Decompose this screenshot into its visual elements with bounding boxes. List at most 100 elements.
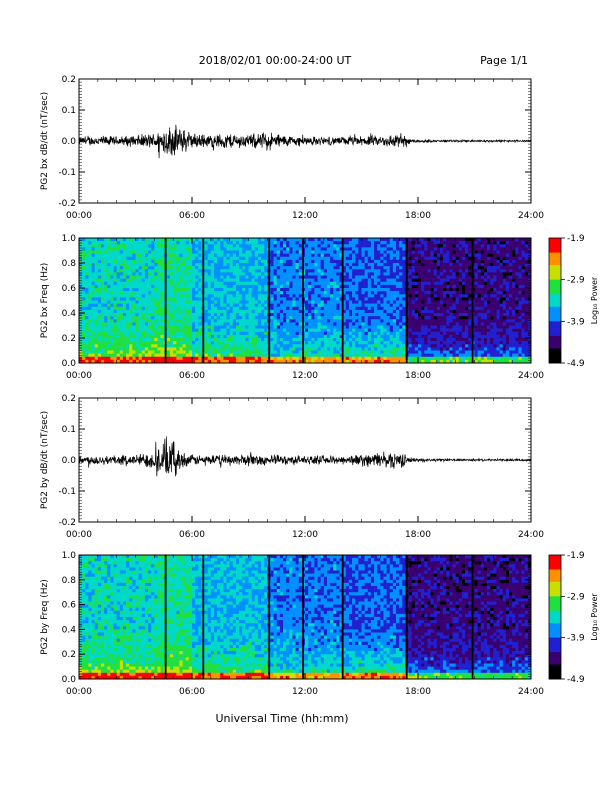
- bx-spectrogram-cell: [192, 263, 196, 267]
- bx-spectrogram-cell: [126, 266, 130, 270]
- bx-spectrogram-cell: [279, 344, 284, 348]
- bx-spectrogram-cell: [135, 319, 139, 323]
- bx-spectrogram-cell: [308, 347, 312, 351]
- bx-spectrogram-cell: [336, 259, 340, 264]
- bx-spectrogram-cell: [185, 325, 190, 329]
- bx-spectrogram-cell: [220, 309, 224, 314]
- bx-spectrogram-cell: [245, 284, 249, 289]
- bx-spectrogram-cell: [326, 303, 331, 308]
- bx-spectrogram-cell: [342, 281, 347, 286]
- bx-spectrogram-cell: [289, 303, 293, 308]
- bx-spectrogram-cell: [411, 359, 416, 364]
- bx-spectrogram-cell: [452, 294, 456, 298]
- bx-spectrogram-cell: [226, 359, 230, 364]
- bx-spectrogram-cell: [374, 309, 378, 314]
- bx-spectrogram-cell: [135, 353, 139, 358]
- bx-spectrogram-cell: [418, 303, 422, 308]
- bx-spectrogram-cell: [355, 359, 359, 364]
- bx-spectrogram-cell: [79, 322, 83, 326]
- bx-spectrogram-cell: [104, 272, 108, 276]
- bx-spectrogram-cell: [399, 341, 403, 345]
- bx-spectrogram-cell: [254, 269, 259, 273]
- bx-spectrogram-cell: [430, 275, 434, 279]
- bx-spectrogram-cell: [242, 325, 246, 329]
- bx-spectrogram-cell: [336, 278, 340, 283]
- bx-spectrogram-cell: [320, 291, 325, 295]
- bx-spectrogram-cell: [392, 309, 397, 314]
- bx-spectrogram-cell: [358, 316, 362, 320]
- bx-spectrogram-cell: [364, 238, 369, 242]
- bx-spectrogram-cell: [122, 297, 127, 301]
- bx-spectrogram-cell: [100, 341, 105, 345]
- bx-spectrogram-cell: [242, 253, 246, 258]
- bx-spectrogram-cell: [135, 288, 139, 292]
- bx-spectrogram-cell: [402, 278, 406, 283]
- bx-spectrogram-cell: [295, 272, 300, 276]
- bx-spectrogram-cell: [126, 250, 130, 254]
- bx-spectrogram-cell: [170, 341, 174, 345]
- bx-spectrogram-cell: [273, 241, 278, 245]
- bx-spectrogram-cell: [264, 278, 268, 283]
- bx-spectrogram-cell: [110, 259, 114, 264]
- bx-spectrogram-cell: [173, 259, 177, 264]
- bx-spectrogram-cell: [443, 319, 447, 323]
- bx-spectrogram-cell: [339, 275, 343, 279]
- bx-spectrogram-cell: [207, 238, 212, 242]
- bx-spectrogram-cell: [198, 269, 202, 273]
- bx-spectrogram-cell: [198, 328, 202, 333]
- bx-spectrogram-cell: [157, 250, 161, 254]
- bx-spectrogram-cell: [399, 300, 403, 304]
- bx-spectrogram-cell: [85, 300, 89, 304]
- bx-spectrogram-cell: [110, 253, 114, 258]
- bx-spectrogram-cell: [377, 350, 381, 354]
- bx-spectrogram-cell: [104, 288, 108, 292]
- bx-spectrogram-cell: [436, 341, 441, 345]
- bx-spectrogram-cell: [399, 250, 403, 254]
- bx-spectrogram-cell: [126, 322, 130, 326]
- bx-spectrogram-cell: [91, 359, 95, 364]
- bx-spectrogram-cell: [88, 288, 92, 292]
- bx-spectrogram-cell: [129, 281, 133, 286]
- bx-spectrogram-cell: [248, 278, 252, 283]
- bx-spectrogram-cell: [273, 250, 278, 254]
- bx-spectrogram-cell: [264, 281, 268, 286]
- bx-spectrogram-cell: [308, 334, 312, 339]
- bx-spectrogram-cell: [336, 319, 340, 323]
- bx-spectrogram-cell: [251, 322, 256, 326]
- bx-spectrogram-cell: [245, 353, 249, 358]
- bx-spectrogram-cell: [135, 303, 139, 308]
- bx-spectrogram-cell: [235, 272, 240, 276]
- bx-spectrogram-cell: [213, 284, 218, 289]
- bx-spectrogram-cell: [449, 322, 453, 326]
- bx-spectrogram-cell: [345, 291, 350, 295]
- bx-spectrogram-cell: [383, 313, 387, 317]
- bx-spectrogram-cell: [248, 288, 252, 292]
- bx-spectrogram-cell: [330, 272, 334, 276]
- bx-spectrogram-cell: [367, 334, 372, 339]
- bx-spectrogram-cell: [261, 256, 265, 261]
- bx-spectrogram-cell: [279, 263, 284, 267]
- bx-spectrogram-cell: [204, 272, 208, 276]
- bx-spectrogram-cell: [383, 284, 387, 289]
- bx-spectrogram-cell: [220, 316, 224, 320]
- bx-spectrogram-cell: [374, 344, 378, 348]
- bx-spectrogram-cell: [443, 334, 447, 339]
- bx-spectrogram-cell: [336, 344, 340, 348]
- bx-spectrogram-cell: [330, 319, 334, 323]
- bx-spectrogram-cell: [295, 322, 300, 326]
- bx-spectrogram-cell: [326, 278, 331, 283]
- bx-spectrogram-cell: [443, 347, 447, 351]
- bx-spectrogram-cell: [198, 250, 202, 254]
- bx-spectrogram-cell: [245, 238, 249, 242]
- bx-spectrogram-cell: [289, 356, 293, 361]
- bx-spectrogram-cell: [157, 313, 161, 317]
- bx-spectrogram-cell: [308, 313, 312, 317]
- bx-spectrogram-cell: [176, 331, 180, 336]
- bx-spectrogram-cell: [223, 359, 227, 364]
- bx-spectrogram-cell: [113, 272, 117, 276]
- bx-spectrogram-cell: [402, 266, 406, 270]
- bx-spectrogram-cell: [446, 316, 450, 320]
- bx-spectrogram-cell: [176, 266, 180, 270]
- bx-spectrogram-cell: [424, 309, 428, 314]
- bx-spectrogram-cell: [223, 275, 227, 279]
